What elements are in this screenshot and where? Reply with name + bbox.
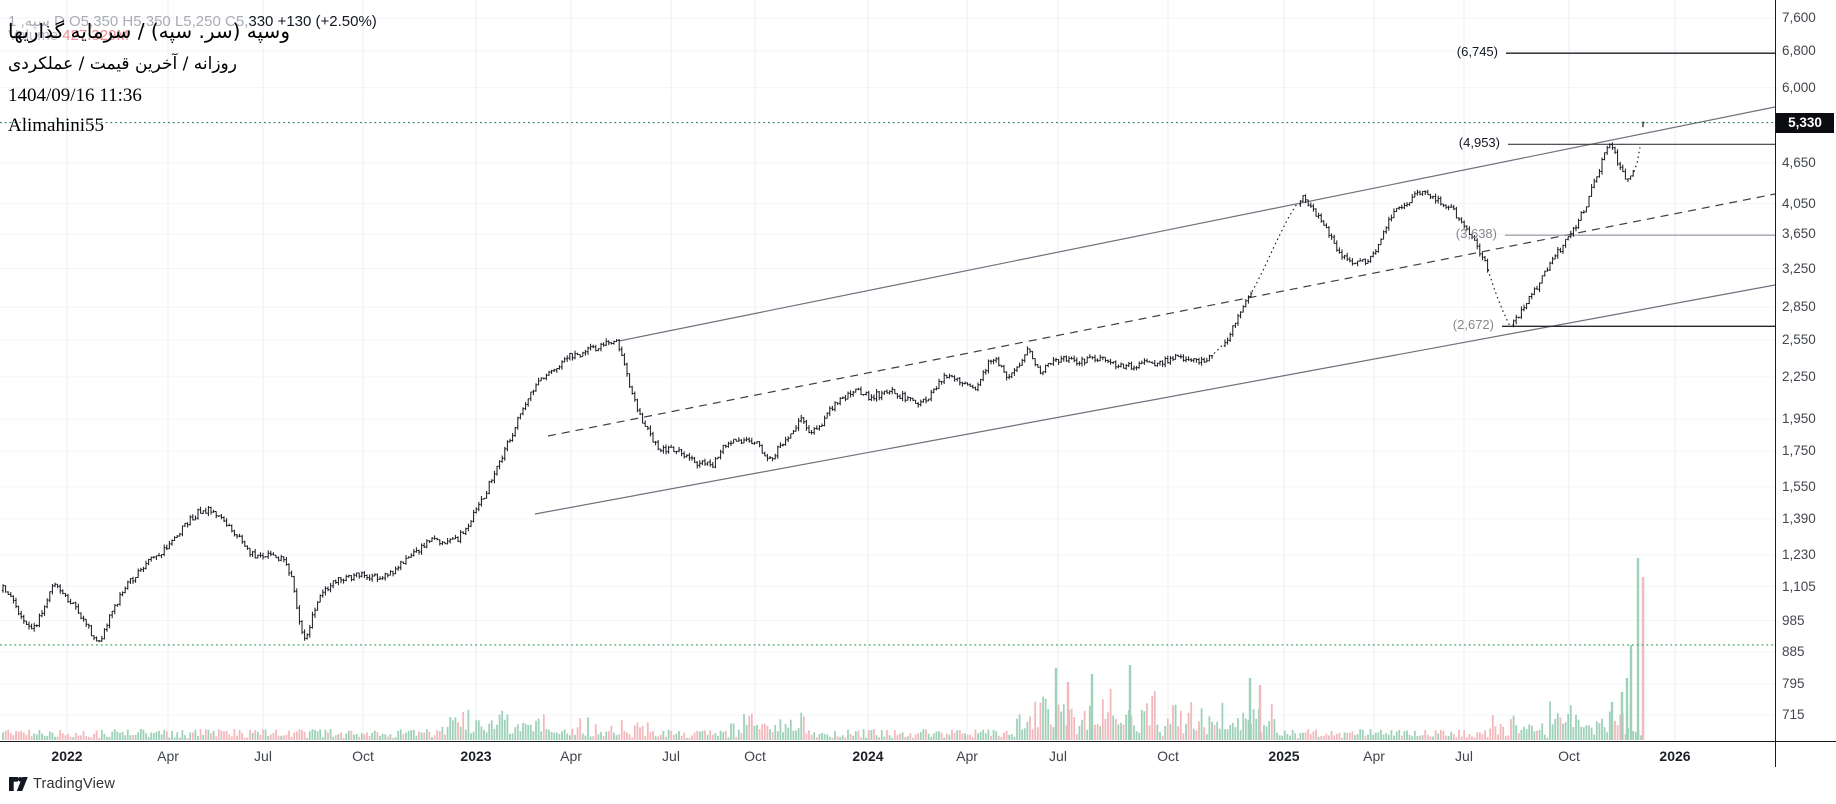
price-tick-label: 1,950 [1782, 411, 1816, 427]
time-tick-label: Jul [1455, 748, 1473, 764]
gap-dotted-trail [1251, 203, 1298, 292]
tradingview-brand-text[interactable]: TradingView [33, 776, 115, 792]
time-tick-label: 2026 [1659, 748, 1691, 764]
ohlc-legend: سپه, 1 D O5,350 H5,350 L5,250 C5,330 +13… [8, 12, 377, 30]
gap-dotted-trail [1633, 147, 1641, 172]
time-axis[interactable]: 2022 Apr Jul Oct 2023 Apr Jul Oct 2024 Apr Jul Oct 2… [0, 741, 1836, 769]
annotation-mode-line: روزانه / آخرین قیمت / عملکردی [8, 54, 237, 74]
price-tick-label: 795 [1782, 675, 1805, 691]
last-price-badge: 5,330 [1776, 112, 1834, 133]
time-tick-label: 2024 [852, 748, 884, 764]
price-tick-label: 985 [1782, 612, 1805, 628]
legend-close-prefix: C5, [225, 13, 249, 30]
price-tick-label: 6,000 [1782, 79, 1816, 95]
annotation-username: Alimahini55 [8, 115, 105, 136]
price-tick-label: 4,050 [1782, 195, 1816, 211]
level-price-label[interactable]: (6,745) [1456, 44, 1498, 60]
time-tick-label: Apr [956, 748, 978, 764]
time-tick-label: 2022 [51, 748, 83, 764]
tradingview-footer[interactable]: TradingView [9, 776, 115, 792]
channel-lower-line[interactable] [534, 284, 1775, 515]
price-bars [1, 142, 1635, 643]
price-axis[interactable]: 7,600 6,800 6,000 4,650 4,050 3,650 3,250 2,850… [1776, 0, 1836, 741]
time-tick-label: Apr [157, 748, 179, 764]
price-tick-label: 2,850 [1782, 299, 1816, 315]
price-tick-label: 7,600 [1782, 10, 1816, 25]
price-tick-label: 885 [1782, 644, 1805, 660]
volume-legend: Volume 427.329M [8, 27, 129, 44]
time-tick-label: Oct [1558, 748, 1580, 764]
time-tick-label: Oct [352, 748, 374, 764]
time-tick-label: 2025 [1268, 748, 1300, 764]
legend-open: O5,350 [69, 13, 119, 30]
volume-bars-down [4, 688, 1627, 740]
legend-close-value: 330 [248, 13, 274, 30]
price-tick-label: 4,650 [1782, 154, 1816, 170]
gap-dotted-trail [1487, 269, 1513, 326]
level-price-label[interactable]: (4,953) [1458, 135, 1500, 151]
price-tick-label: 1,230 [1782, 547, 1816, 563]
price-tick-label: 6,800 [1782, 42, 1816, 58]
price-tick-label: 715 [1782, 707, 1805, 722]
price-tick-label: 2,250 [1782, 368, 1816, 384]
channel-upper-line[interactable] [618, 106, 1775, 342]
volume-bars-up [2, 696, 1642, 740]
annotation-symbol-line: وسپه (سر. سپه) / سرمایه گذاریها [8, 19, 290, 43]
time-tick-label: Apr [560, 748, 582, 764]
level-price-label[interactable]: (3,638) [1455, 226, 1497, 242]
time-tick-label: Oct [1157, 748, 1179, 764]
tradingview-logo-icon[interactable] [9, 777, 28, 791]
volume-label: Volume [8, 27, 59, 44]
price-tick-label: 1,550 [1782, 478, 1816, 494]
price-tick-label: 1,390 [1782, 510, 1816, 526]
time-tick-label: 2023 [460, 748, 492, 764]
time-tick-label: Jul [254, 748, 272, 764]
text-annotation-drawing[interactable]: وسپه (سر. سپه) / سرمایه گذاریها روزانه /… [8, 16, 290, 140]
time-tick-label: Apr [1363, 748, 1385, 764]
price-tick-label: 3,650 [1782, 226, 1816, 242]
time-tick-label: Jul [1049, 748, 1067, 764]
level-price-label[interactable]: (2,672) [1452, 317, 1494, 333]
time-tick-label: Jul [662, 748, 680, 764]
price-tick-label: 2,550 [1782, 332, 1816, 348]
legend-symbol: سپه, 1 [8, 13, 50, 30]
legend-change: +130 (+2.50%) [277, 13, 377, 30]
annotation-datetime: 1404/09/16 11:36 [8, 85, 142, 106]
price-tick-label: 3,250 [1782, 260, 1816, 276]
time-tick-label: Oct [744, 748, 766, 764]
plot-svg[interactable] [0, 0, 1775, 741]
legend-low: L5,250 [174, 13, 221, 30]
price-tick-label: 1,105 [1782, 578, 1816, 594]
channel-middle-line[interactable] [547, 193, 1775, 437]
legend-high: H5,350 [122, 13, 171, 30]
price-axis-separator [1775, 0, 1776, 767]
gap-dotted-trail [1213, 344, 1224, 354]
volume-value: 427.329M [62, 27, 129, 44]
legend-timeframe: D [54, 13, 65, 30]
price-tick-label: 1,750 [1782, 443, 1816, 459]
